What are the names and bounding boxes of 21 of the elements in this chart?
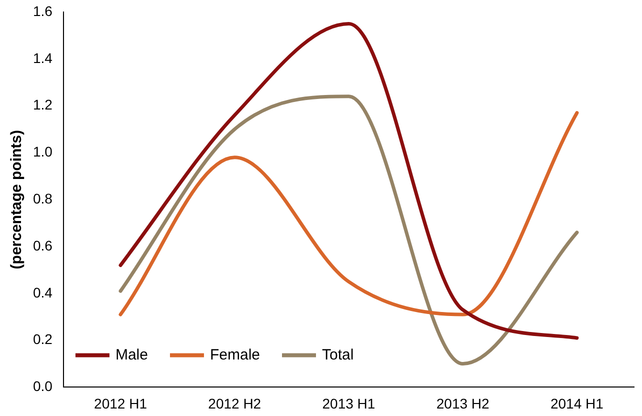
legend-label: Male bbox=[115, 346, 148, 364]
y-tick-label: 0.6 bbox=[32, 237, 53, 254]
x-tick-label: 2013 H2 bbox=[436, 395, 490, 412]
y-tick-label: 0.2 bbox=[32, 331, 53, 348]
y-tick-label: 0.4 bbox=[32, 284, 53, 300]
line-series bbox=[118, 111, 579, 316]
y-tick-label: 1.2 bbox=[32, 96, 53, 113]
x-tick-label: 2012 H2 bbox=[208, 395, 262, 412]
x-tick-label: 2014 H1 bbox=[550, 395, 604, 412]
legend-label: Female bbox=[210, 346, 260, 364]
legend-label: Total bbox=[322, 346, 354, 364]
x-tick-label: 2012 H1 bbox=[94, 395, 148, 412]
y-tick-label: 0.8 bbox=[32, 190, 53, 206]
line-series bbox=[118, 22, 579, 340]
y-axis-title: (percentage points) bbox=[8, 130, 26, 270]
line-series bbox=[118, 94, 579, 366]
x-tick-label: 2013 H1 bbox=[322, 395, 376, 412]
y-tick-label: 1.4 bbox=[32, 50, 53, 66]
y-tick-label: 0.0 bbox=[32, 378, 53, 394]
y-tick-label: 1.6 bbox=[32, 2, 53, 19]
y-tick-label: 1.0 bbox=[32, 144, 53, 160]
